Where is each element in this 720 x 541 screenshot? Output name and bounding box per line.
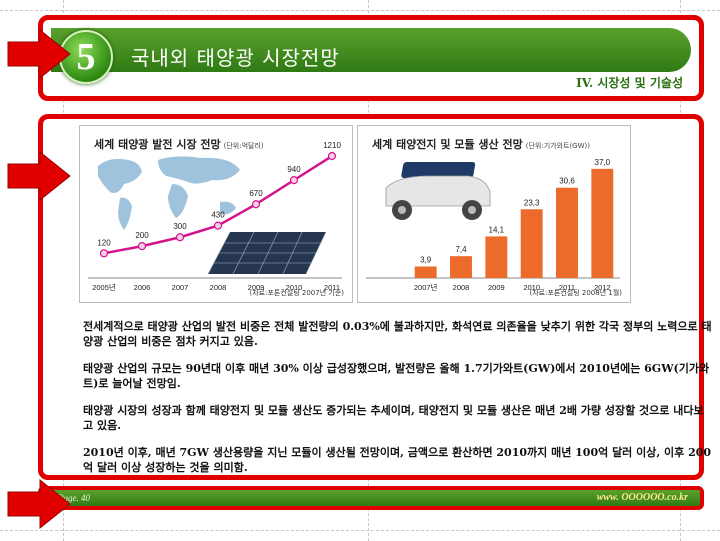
x-tick-label: 2012: [594, 283, 611, 292]
data-point: [213, 221, 223, 230]
data-label: 23,3: [524, 198, 540, 207]
data-point: [251, 200, 261, 209]
header-panel: 국내외 태양광 시장전망 5 IV. 시장성 및 기술성: [38, 15, 704, 101]
chart-title: 세계 태양광 발전 시장 전망 (단위:억달러): [94, 136, 264, 152]
production-chart-panel: 세계 태양전지 및 모듈 생산 전망 (단위:기가와트(GW)) 3,9 2007년…: [357, 125, 631, 303]
data-label: 670: [249, 189, 263, 198]
content-panel: 세계 태양광 발전 시장 전망 (단위:억달러): [38, 114, 712, 480]
solar-car-image: [385, 162, 491, 220]
x-tick-label: 2008: [453, 283, 470, 292]
guide-line: [0, 530, 720, 531]
bar: [556, 187, 578, 278]
data-label: 1210: [323, 141, 341, 150]
annotation-arrow-icon: [7, 478, 71, 530]
footer-website-link[interactable]: www. OOOOOO.co.kr: [596, 492, 688, 503]
chart-source: (자료:포톤컨설팅 2007년 기준): [249, 289, 345, 297]
chart-title: 세계 태양전지 및 모듈 생산 전망 (단위:기가와트(GW)): [372, 136, 590, 152]
data-point: [137, 242, 147, 251]
data-label: 120: [97, 238, 111, 247]
data-label: 300: [173, 222, 187, 231]
page-title: 국내외 태양광 시장전망: [131, 46, 340, 70]
data-label: 37,0: [595, 158, 611, 167]
bar: [520, 209, 543, 278]
x-tick-label: 2011: [324, 283, 340, 292]
market-line-chart: 120 2005년 200 2006 300 2007 430 2008 670 2009 940 2…: [88, 141, 342, 292]
market-chart-panel: 세계 태양광 발전 시장 전망 (단위:억달러): [79, 125, 353, 303]
paragraph-2: 태양광 산업의 규모는 90년대 이후 매년 30% 이상 급성장했으며, 발전…: [83, 362, 710, 390]
solar-panel-image: [207, 231, 327, 275]
x-tick-label: 2006: [134, 283, 151, 292]
bar: [485, 236, 508, 278]
data-label: 30,6: [559, 177, 575, 186]
chart-unit: (단위:억달러): [223, 142, 264, 150]
x-tick-label: 2008: [210, 283, 227, 292]
data-point: [175, 233, 185, 242]
chart-title-text: 세계 태양전지 및 모듈 생산 전망: [372, 138, 523, 151]
data-label: 3,9: [420, 255, 432, 264]
data-label: 940: [287, 165, 301, 174]
paragraph-1: 전세계적으로 태양광 산업의 발전 비중은 전체 발전량의 0.03%에 불과하…: [83, 320, 712, 348]
production-bar-chart: 3,9 2007년 7,4 2008 14,1 2009 23,3 2010 30,6 2011 3…: [366, 158, 620, 292]
x-tick-label: 2011: [559, 283, 575, 292]
x-tick-label: 2007: [172, 283, 189, 292]
paragraph-3: 태양광 시장의 성장과 함께 태양전지 및 모듈 생산도 증가되는 추세이며, …: [83, 404, 704, 432]
page-number: Page. 40: [58, 493, 90, 503]
footer-bar: Page. 40 www. OOOOOO.co.kr: [38, 486, 704, 510]
x-tick-label: 2010: [286, 283, 303, 292]
bar: [414, 266, 437, 278]
world-map-image: [98, 156, 240, 230]
guide-line: [0, 10, 720, 11]
x-tick-label: 2005년: [92, 282, 116, 292]
x-tick-label: 2009: [488, 283, 505, 292]
chart-source: (자료:포톤컨설팅 2008년 1월): [529, 289, 623, 297]
data-point: [99, 249, 109, 258]
data-label: 7,4: [455, 245, 467, 254]
annotation-arrow-icon: [7, 28, 71, 80]
bar: [450, 256, 472, 278]
header-band: 국내외 태양광 시장전망: [51, 28, 691, 72]
paragraph-4: 2010년 이후, 매년 7GW 생산용량을 지닌 모듈이 생산될 전망이며, …: [83, 446, 712, 474]
section-number-badge: 5: [59, 30, 113, 84]
data-point: [327, 151, 337, 161]
annotation-arrow-icon: [7, 150, 71, 202]
data-point: [289, 176, 299, 185]
x-tick-label: 2009: [248, 283, 265, 292]
x-tick-label: 2010: [523, 283, 540, 292]
chart-unit: (단위:기가와트(GW)): [525, 142, 590, 150]
data-label: 200: [135, 231, 149, 240]
data-label: 430: [211, 211, 225, 220]
x-tick-label: 2007년: [414, 282, 438, 292]
bar: [591, 168, 614, 278]
data-label: 14,1: [489, 225, 505, 234]
chart-title-text: 세계 태양광 발전 시장 전망: [94, 138, 221, 151]
section-subtitle: IV. 시장성 및 기술성: [576, 76, 683, 90]
